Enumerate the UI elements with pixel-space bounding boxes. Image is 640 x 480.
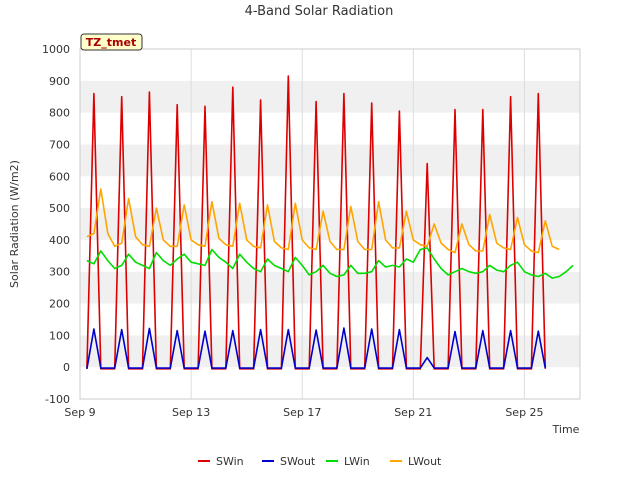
legend-label-lwin: LWin	[344, 455, 370, 468]
x-axis-label: Time	[552, 423, 580, 436]
y-tick-label: 1000	[42, 43, 70, 56]
y-tick-label: 900	[49, 75, 70, 88]
y-tick-label: 0	[63, 361, 70, 374]
legend-label-swout: SWout	[280, 455, 316, 468]
x-tick-labels: Sep 9 Sep 13 Sep 17 Sep 21 Sep 25	[64, 406, 543, 419]
plot-band	[80, 49, 580, 81]
y-axis-label: Solar Radiation (W/m2)	[8, 160, 21, 288]
plot-band	[80, 239, 580, 272]
x-tick-label: Sep 9	[64, 406, 95, 419]
chart-title: 4-Band Solar Radiation	[245, 4, 394, 19]
tz-annotation-box	[80, 33, 143, 51]
plot-band	[80, 271, 580, 304]
series-line-swout	[86, 327, 547, 369]
y-tick-label: 600	[49, 170, 70, 183]
tz-annotation-label: TZ_tmet	[86, 36, 136, 49]
plot-band	[80, 335, 580, 368]
plot-band	[80, 208, 580, 240]
y-tick-label: 200	[49, 298, 70, 311]
y-tick-label: 700	[49, 138, 70, 151]
y-tick-label: 400	[49, 234, 70, 247]
plot-background-bands	[80, 49, 580, 399]
x-tick-label: Sep 25	[505, 406, 543, 419]
y-tick-label: 100	[49, 329, 70, 342]
x-tick-label: Sep 21	[394, 406, 432, 419]
y-tick-label: 300	[49, 266, 70, 279]
y-tick-label: 500	[49, 202, 70, 215]
plot-frame	[79, 48, 581, 400]
plot-band	[80, 80, 580, 113]
tz-annotation: TZ_tmet	[80, 33, 143, 51]
y-tick-labels: -100 0 100 200 300 400 500 600 700 800 900 1000	[42, 43, 70, 406]
series-line-lwin	[86, 247, 574, 279]
plot-band	[80, 176, 580, 209]
plot-band	[80, 144, 580, 177]
series-line-lwout	[86, 188, 560, 254]
series-lines	[86, 75, 574, 370]
x-tick-label: Sep 17	[283, 406, 321, 419]
y-tick-label: -100	[45, 393, 70, 406]
legend-label-lwout: LWout	[408, 455, 442, 468]
plot-band	[80, 303, 580, 336]
plot-band	[80, 367, 580, 399]
legend-label-swin: SWin	[216, 455, 244, 468]
x-tick-label: Sep 13	[172, 406, 210, 419]
plot-band	[80, 112, 580, 145]
legend: SWin SWout LWin LWout	[198, 455, 442, 468]
y-tick-label: 800	[49, 107, 70, 120]
